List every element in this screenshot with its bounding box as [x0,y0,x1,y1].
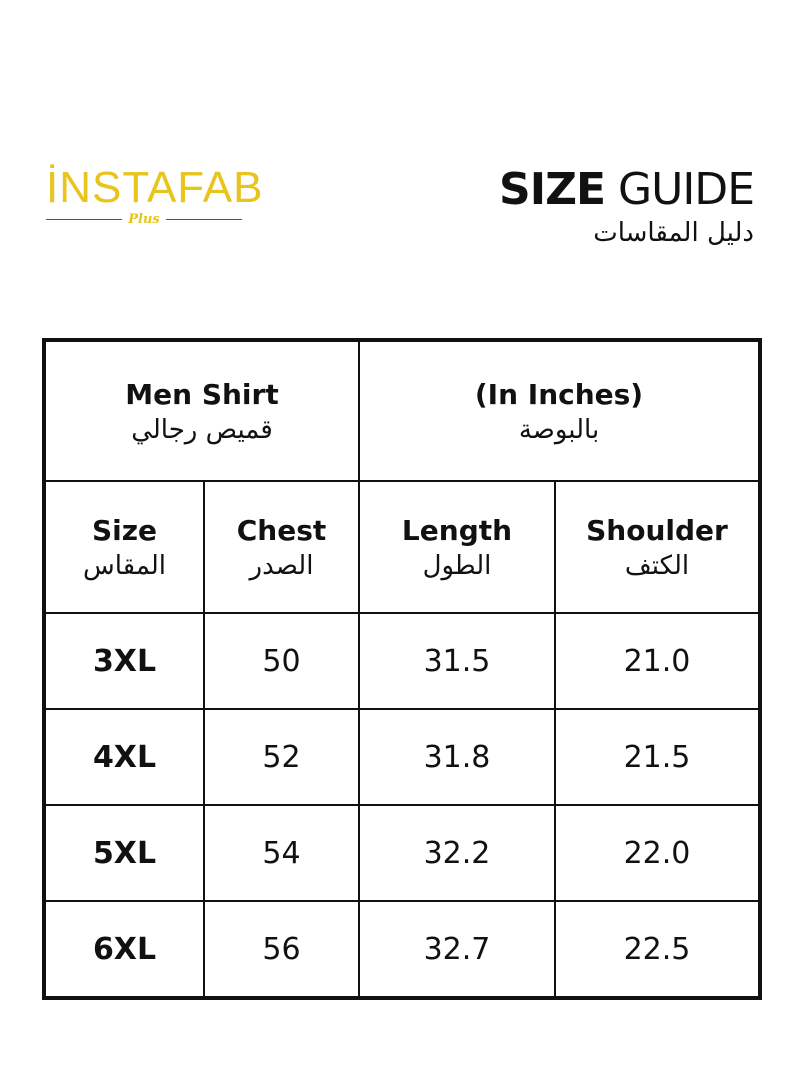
table-row: 3XL 50 31.5 21.0 [43,612,761,710]
size-table: Men Shirt قميص رجالي (In Inches) بالبوصة S… [42,338,762,1000]
header-product: Men Shirt قميص رجالي [43,339,360,482]
table-row: 4XL 52 31.8 21.5 [43,708,761,806]
table-cell: 21.0 [554,612,761,710]
table-cell: 32.2 [358,804,556,902]
logo-sub: Plus [128,212,160,227]
header-en: Men Shirt [125,377,279,411]
table-cell: 56 [203,900,360,999]
title-rest: GUIDE [605,164,755,215]
title-arabic: دليل المقاسات [593,218,754,248]
header-unit: (In Inches) بالبوصة [358,339,761,482]
column-header: Length الطول [358,480,556,614]
column-header: Chest الصدر [203,480,360,614]
table-cell: 6XL [43,900,205,999]
table-cell: 21.5 [554,708,761,806]
table-row: 6XL 56 32.7 22.5 [43,900,761,999]
logo-brand: İNSTAFAB [46,163,264,212]
column-ar: الطول [422,550,492,581]
header-en: (In Inches) [474,377,644,411]
table-cell: 31.8 [358,708,556,806]
column-ar: الكتف [624,550,690,581]
divider [46,219,123,220]
column-en: Chest [236,513,327,547]
table-cell: 5XL [43,804,205,902]
table-cell: 31.5 [358,612,556,710]
table-cell: 54 [203,804,360,902]
table-row: 5XL 54 32.2 22.0 [43,804,761,902]
table-cell: 50 [203,612,360,710]
header-ar: قميص رجالي [131,414,273,445]
column-en: Length [401,513,513,547]
table-cell: 32.7 [358,900,556,999]
table-cell: 52 [203,708,360,806]
table-cell: 22.0 [554,804,761,902]
table-cell: 3XL [43,612,205,710]
divider [165,219,243,220]
brand-logo: İNSTAFAB Plus [46,163,264,227]
table-cell: 22.5 [554,900,761,999]
table-cell: 4XL [43,708,205,806]
column-ar: المقاس [83,550,166,581]
column-en: Size [91,513,158,547]
header-ar: بالبوصة [518,414,600,445]
column-header: Shoulder الكتف [554,480,761,614]
column-ar: الصدر [249,550,314,581]
column-en: Shoulder [586,513,728,547]
page-title: SIZE GUIDE دليل المقاسات [499,164,755,248]
column-header: Size المقاس [43,480,205,614]
title-bold: SIZE [499,164,606,215]
